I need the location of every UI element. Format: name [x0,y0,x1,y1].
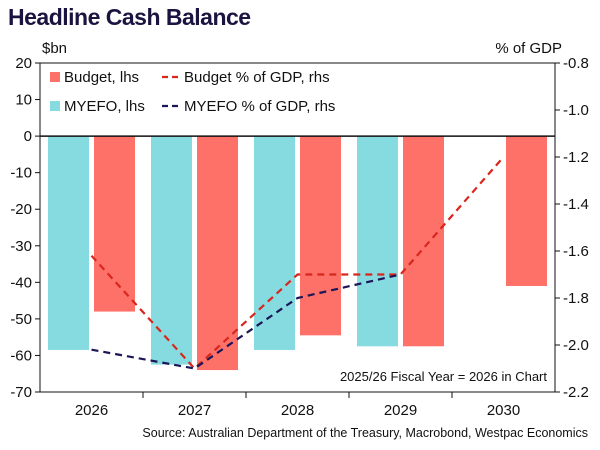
left-tick-label: -50 [10,311,32,328]
right-tick-label: -2.0 [563,337,589,354]
myefo-bar [254,136,295,350]
right-tick-label: -1.8 [563,290,589,307]
plot-frame [39,62,556,393]
left-tick-label: 10 [15,92,32,109]
right-tick-label: -1.2 [563,149,589,166]
legend-budget-line-label: Budget % of GDP, rhs [184,69,330,86]
left-tick-label: -40 [10,274,32,291]
left-tick-label: -60 [10,347,32,364]
myefo-bar [48,136,89,350]
legend-myefo-line-label: MYEFO % of GDP, rhs [184,98,335,115]
left-tick-label: -20 [10,201,32,218]
right-axis-unit: % of GDP [495,40,562,57]
left-tick-label: -30 [10,238,32,255]
left-tick-label: -70 [10,384,32,401]
source-note: Source: Australian Department of the Tre… [142,426,588,440]
myefo-gdp-line [91,273,401,370]
legend-budget-bar-swatch [50,72,60,82]
left-axis-unit: $bn [42,40,68,57]
x-tick-label: 2026 [75,402,108,419]
right-tick-label: -1.0 [563,102,589,119]
legend-myefo-bar-swatch [50,101,60,111]
budget-bar [94,136,135,312]
right-tick-label: -1.6 [563,243,589,260]
myefo-bar [151,136,192,365]
left-tick-label: 20 [15,55,32,72]
x-tick-label: 2027 [178,402,211,419]
budget-bar [300,136,341,336]
legend-budget-bar-label: Budget, lhs [64,69,139,86]
budget-bar [403,136,444,347]
x-tick-label: 2028 [281,402,314,419]
right-tick-label: -2.2 [563,384,589,401]
x-tick-label: 2030 [487,402,520,419]
right-tick-label: -1.4 [563,196,589,213]
chart-title: Headline Cash Balance [8,4,251,30]
legend-myefo-bar-label: MYEFO, lhs [64,98,145,115]
x-tick-label: 2029 [384,402,417,419]
fiscal-year-note: 2025/26 Fiscal Year = 2026 in Chart [340,369,547,384]
budget-gdp-line [90,156,505,371]
right-tick-label: -0.8 [563,55,589,72]
left-tick-label: 0 [24,128,32,145]
budget-bar [197,136,238,371]
left-tick-label: -10 [10,165,32,182]
budget-bar [506,136,547,286]
myefo-bar [357,136,398,347]
